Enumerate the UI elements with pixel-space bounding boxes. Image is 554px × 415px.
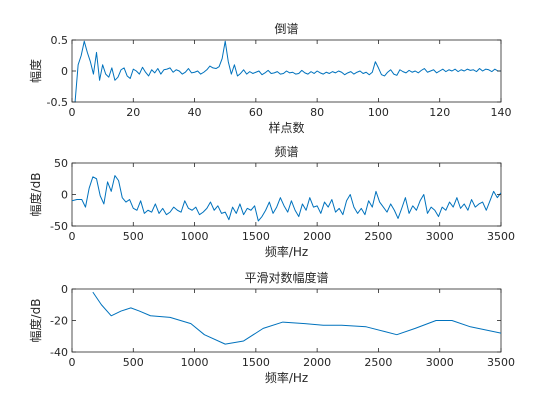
smoothed-spectrum-ytick-label: 0 (61, 283, 68, 296)
cepstrum-xtick-label: 20 (126, 106, 140, 119)
spectrum-xtick-label: 2500 (364, 230, 392, 243)
cepstrum-ytick-label: 0 (61, 65, 68, 78)
smoothed-spectrum-ytick-label: -20 (50, 315, 68, 328)
spectrum-xtick-label: 3000 (426, 230, 454, 243)
smoothed-spectrum-xtick-label: 0 (69, 356, 76, 369)
spectrum-xtick-label: 3500 (487, 230, 515, 243)
spectrum-ytick-label: 0 (61, 189, 68, 202)
spectrum-series-line (72, 175, 501, 222)
spectrum-xtick-label: 2000 (303, 230, 331, 243)
cepstrum-xtick-label: 80 (310, 106, 324, 119)
cepstrum-xtick-label: 100 (368, 106, 389, 119)
cepstrum-ylabel: 幅度 (28, 59, 43, 83)
smoothed-spectrum-xtick-label: 500 (123, 356, 144, 369)
spectrum-ylabel: 幅度/dB (28, 173, 43, 217)
cepstrum-xtick-label: 40 (188, 106, 202, 119)
smoothed-spectrum-series-line (92, 291, 501, 345)
smoothed-spectrum-xtick-label: 1500 (242, 356, 270, 369)
smoothed-spectrum-title: 平滑对数幅度谱 (244, 270, 328, 285)
smoothed-spectrum-axes-box (71, 288, 502, 353)
spectrum-xlabel: 频率/Hz (265, 244, 308, 259)
smoothed-spectrum-xtick-label: 3500 (487, 356, 515, 369)
spectrum-xtick-label: 0 (69, 230, 76, 243)
cepstrum-ytick-label: -0.5 (47, 96, 68, 109)
cepstrum-xlabel: 样点数 (268, 120, 304, 135)
spectrum-xtick-label: 1500 (242, 230, 270, 243)
smoothed-spectrum-ylabel: 幅度/dB (28, 299, 43, 343)
smoothed-spectrum-xtick-label: 2000 (303, 356, 331, 369)
smoothed-spectrum-xtick-label: 3000 (426, 356, 454, 369)
cepstrum-series-line (74, 40, 501, 102)
smoothed-spectrum-xlabel: 频率/Hz (265, 370, 308, 385)
smoothed-spectrum-xtick-label: 1000 (181, 356, 209, 369)
cepstrum-ytick-label: 0.5 (51, 34, 69, 47)
smoothed-spectrum-ytick-label: -40 (50, 346, 68, 359)
cepstrum-xtick-label: 60 (249, 106, 263, 119)
cepstrum-plot: 0 20 40 60 80 100 120 140-0.500.5 倒谱 样点数 幅度 (28, 22, 512, 135)
spectrum-xtick-label: 500 (123, 230, 144, 243)
spectrum-axes-box (71, 162, 502, 227)
cepstrum-xtick-label: 0 (69, 106, 76, 119)
smoothed-log-spectrum-plot: 0 500 1000 1500 2000 2500 3000 3500 -40 -20 0 平滑对数… (28, 270, 515, 385)
spectrum-ytick-label: 50 (54, 157, 68, 170)
smoothed-spectrum-xtick-label: 2500 (364, 356, 392, 369)
cepstrum-title: 倒谱 (274, 22, 298, 36)
cepstrum-xtick-label: 140 (491, 106, 512, 119)
cepstrum-xtick-label: 120 (429, 106, 450, 119)
spectrum-title: 频谱 (274, 145, 298, 159)
spectrum-xtick-label: 1000 (181, 230, 209, 243)
spectrum-ytick-label: -50 (50, 220, 68, 233)
